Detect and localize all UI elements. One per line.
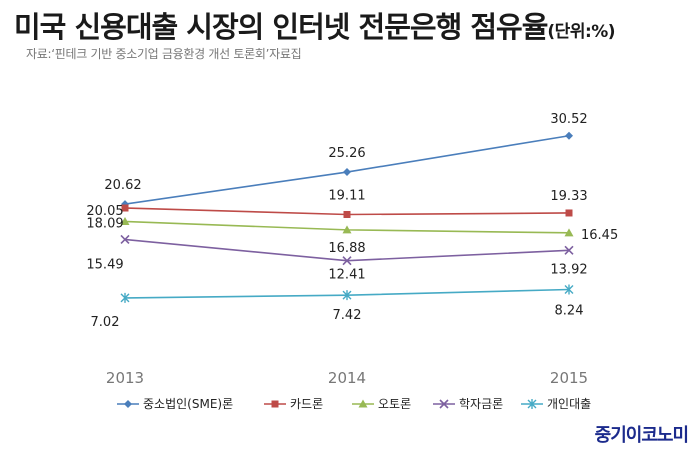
data-label: 30.52 bbox=[550, 112, 587, 127]
data-point bbox=[120, 234, 130, 245]
series-2: 20.05 19.11 19.33 bbox=[86, 188, 587, 219]
data-point bbox=[342, 290, 352, 301]
data-point bbox=[342, 225, 352, 234]
x-tick-label: 2013 bbox=[106, 369, 144, 387]
legend-marker bbox=[358, 399, 368, 408]
legend-label: 학자금론 bbox=[459, 397, 503, 411]
series-3: 18.09 16.88 16.45 bbox=[86, 217, 618, 256]
data-label: 15.49 bbox=[86, 257, 123, 272]
data-label: 19.33 bbox=[550, 189, 587, 204]
x-tick-label: 2014 bbox=[328, 369, 366, 387]
data-point bbox=[565, 209, 573, 217]
legend: 중소법인(SME)론 카드론 오토론 학자금론 개인대출 bbox=[117, 397, 591, 411]
data-point bbox=[564, 284, 574, 295]
legend-label: 개인대출 bbox=[547, 397, 591, 411]
data-label: 8.24 bbox=[555, 304, 584, 319]
x-tick-label: 2015 bbox=[550, 369, 588, 387]
data-point bbox=[343, 168, 351, 177]
data-label: 13.92 bbox=[550, 262, 587, 277]
data-label: 7.42 bbox=[333, 308, 362, 323]
data-point bbox=[121, 204, 129, 212]
unit-label: (단위:%) bbox=[547, 22, 616, 42]
source-note: 자료:‘핀테크 기반 중소기업 금융환경 개선 토론회’자료집 bbox=[26, 47, 302, 61]
data-label: 20.62 bbox=[104, 178, 141, 193]
data-label: 16.88 bbox=[328, 241, 365, 256]
chart-title: 미국 신용대출 시장의 인터넷 전문은행 점유율 bbox=[14, 10, 548, 44]
data-point bbox=[564, 245, 574, 255]
series-4: 15.49 12.41 13.92 bbox=[86, 234, 588, 283]
data-label: 19.11 bbox=[328, 188, 365, 203]
brand-logo: 중기이코노미 bbox=[594, 425, 689, 446]
legend-marker bbox=[271, 400, 279, 408]
data-label: 16.45 bbox=[581, 228, 618, 243]
data-point bbox=[343, 210, 351, 218]
legend-label: 오토론 bbox=[378, 397, 411, 411]
data-label: 18.09 bbox=[86, 217, 123, 232]
data-label: 25.26 bbox=[328, 146, 365, 161]
data-label: 12.41 bbox=[328, 268, 365, 283]
data-point bbox=[120, 217, 130, 226]
data-label: 7.02 bbox=[91, 315, 120, 330]
data-point bbox=[342, 256, 352, 266]
data-label: 20.05 bbox=[86, 204, 123, 219]
legend-label: 카드론 bbox=[290, 397, 323, 411]
data-point bbox=[565, 131, 573, 140]
legend-marker bbox=[439, 399, 449, 409]
legend-marker bbox=[527, 399, 537, 409]
series-1: 20.62 25.26 30.52 bbox=[104, 112, 588, 209]
data-point bbox=[120, 292, 130, 303]
legend-label: 중소법인(SME)론 bbox=[143, 397, 233, 411]
legend-marker bbox=[124, 400, 132, 408]
series-5: 7.02 7.42 8.24 bbox=[91, 284, 584, 330]
chart-title-block: 미국 신용대출 시장의 인터넷 전문은행 점유율(단위:%) bbox=[14, 4, 616, 46]
data-point bbox=[564, 228, 574, 237]
